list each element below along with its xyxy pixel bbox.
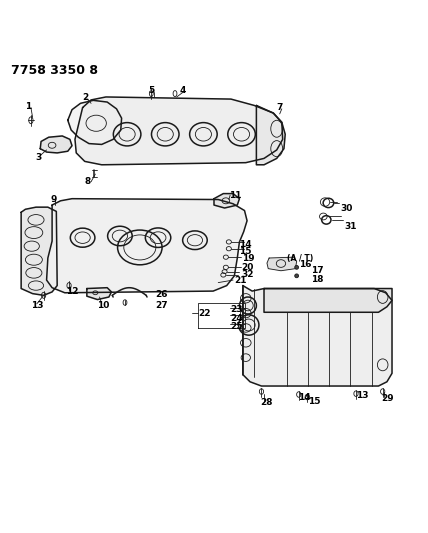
Text: 23: 23 [230, 305, 243, 314]
Text: 1: 1 [25, 102, 32, 111]
Polygon shape [87, 288, 111, 300]
Text: 15: 15 [308, 397, 321, 406]
Text: 13: 13 [31, 301, 43, 310]
Text: 31: 31 [345, 222, 357, 231]
Text: 27: 27 [155, 301, 168, 310]
Text: 5: 5 [149, 86, 155, 95]
Polygon shape [68, 100, 122, 144]
Text: 14: 14 [298, 392, 311, 401]
Text: 11: 11 [229, 191, 241, 200]
Text: 7758 3350 8: 7758 3350 8 [12, 64, 98, 77]
Polygon shape [264, 288, 392, 312]
Text: 22: 22 [198, 309, 211, 318]
Polygon shape [40, 136, 72, 153]
Text: 12: 12 [66, 287, 79, 296]
Text: 30: 30 [340, 204, 353, 213]
Polygon shape [75, 97, 282, 165]
Text: 17: 17 [311, 266, 323, 275]
Text: 8: 8 [85, 177, 91, 186]
Text: 32: 32 [241, 270, 254, 279]
Ellipse shape [295, 265, 299, 269]
Polygon shape [214, 193, 239, 208]
Text: 19: 19 [241, 254, 254, 263]
Text: 15: 15 [238, 247, 251, 256]
Text: 2: 2 [82, 93, 88, 102]
Text: 29: 29 [381, 394, 394, 403]
Text: 7: 7 [277, 103, 283, 112]
Text: 14: 14 [238, 240, 251, 249]
Text: 20: 20 [241, 263, 254, 272]
Text: 21: 21 [235, 276, 247, 285]
Text: 3: 3 [35, 152, 42, 161]
Polygon shape [47, 199, 247, 293]
Text: 26: 26 [155, 289, 168, 298]
Text: 13: 13 [356, 391, 369, 400]
Text: 16: 16 [299, 260, 311, 269]
Polygon shape [267, 257, 297, 271]
Polygon shape [21, 207, 57, 295]
Text: 25: 25 [230, 322, 243, 331]
Polygon shape [256, 106, 285, 165]
Ellipse shape [295, 274, 299, 278]
Text: 28: 28 [260, 399, 272, 407]
Text: 10: 10 [98, 301, 110, 310]
Text: 4: 4 [179, 86, 186, 95]
Text: (A / T): (A / T) [287, 254, 313, 263]
Text: 24: 24 [230, 314, 243, 322]
Text: 18: 18 [311, 274, 323, 284]
Polygon shape [243, 286, 392, 386]
Text: 9: 9 [51, 195, 57, 204]
